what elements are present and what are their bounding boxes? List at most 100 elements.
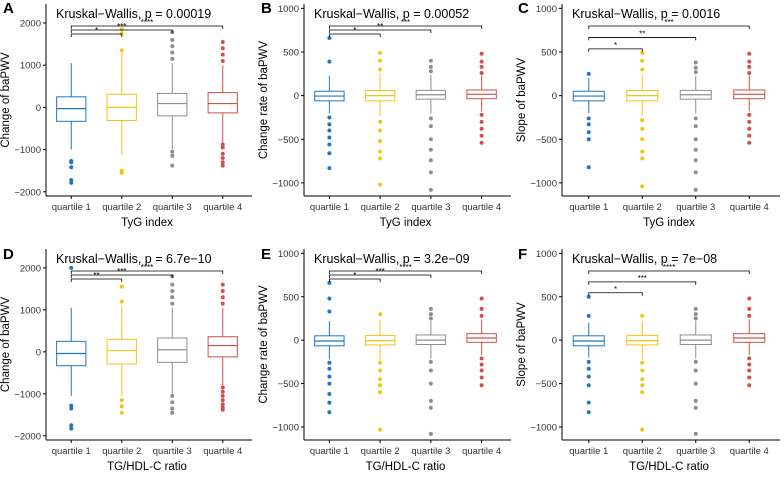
outlier-point xyxy=(378,312,383,317)
chart-panel-c: C −1000 −500 0 500 1000 Slope of baPWV Kruskal−… xyxy=(516,0,780,229)
outlier-point xyxy=(640,383,645,388)
box-2 xyxy=(364,312,396,432)
outlier-point xyxy=(747,126,752,131)
outlier-point xyxy=(693,316,698,321)
outlier-point xyxy=(747,140,752,145)
box-4 xyxy=(466,296,497,388)
panel-label: A xyxy=(3,0,14,17)
box-4 xyxy=(207,39,238,168)
y-tick-label: 1000 xyxy=(20,61,41,72)
outlier-point xyxy=(428,398,433,403)
outlier-point xyxy=(69,426,74,431)
outlier-point xyxy=(428,69,433,74)
outlier-point xyxy=(693,116,698,121)
outlier-point xyxy=(170,149,175,154)
significance-bracket: *** xyxy=(588,18,750,29)
outlier-point xyxy=(747,119,752,124)
box-iqr xyxy=(106,338,137,365)
chart-title: Kruskal−Wallis, p = 3.2e−09 xyxy=(314,252,470,266)
box-3 xyxy=(679,306,712,436)
outlier-point xyxy=(119,404,124,409)
outlier-point xyxy=(428,431,433,436)
outlier-point xyxy=(747,59,752,64)
outlier-point xyxy=(640,390,645,395)
outlier-point xyxy=(747,133,752,138)
significance-bracket: * xyxy=(328,26,381,38)
y-tick-label: −1000 xyxy=(272,178,299,189)
x-tick-label: quartile 2 xyxy=(623,202,662,213)
x-tick-label: quartile 4 xyxy=(730,202,769,213)
outlier-point xyxy=(220,389,225,394)
outlier-point xyxy=(428,381,433,386)
outlier-point xyxy=(327,280,332,285)
x-tick-label: quartile 3 xyxy=(411,446,450,457)
y-tick-label: −2000 xyxy=(14,187,41,198)
significance-label: * xyxy=(614,285,617,294)
x-tick-label: quartile 2 xyxy=(361,202,400,213)
significance-bracket: * xyxy=(588,41,643,52)
outlier-point xyxy=(170,288,175,293)
outlier-point xyxy=(327,296,332,301)
outlier-point xyxy=(640,50,645,55)
outlier-point xyxy=(479,119,484,124)
outlier-point xyxy=(220,142,225,147)
chart-title: Kruskal−Wallis, p = 0.00019 xyxy=(56,7,211,21)
box-4 xyxy=(466,51,497,145)
outlier-point xyxy=(479,296,484,301)
chart-panel-e: E −1000 −500 0 500 1000 Change rate of baPWV Kr… xyxy=(258,246,511,473)
outlier-point xyxy=(586,313,591,318)
outlier-point xyxy=(586,294,591,299)
box-2 xyxy=(364,50,396,187)
outlier-point xyxy=(640,427,645,432)
y-tick-label: 500 xyxy=(541,48,557,59)
outlier-point xyxy=(747,70,752,75)
outlier-point xyxy=(220,163,225,168)
significance-bracket: ** xyxy=(328,22,432,34)
outlier-point xyxy=(693,431,698,436)
y-tick-label: −1000 xyxy=(530,178,557,189)
x-tick-label: quartile 4 xyxy=(203,202,242,213)
outlier-point xyxy=(747,306,752,311)
outlier-point xyxy=(428,170,433,175)
outlier-point xyxy=(69,423,74,428)
outlier-point xyxy=(693,187,698,192)
x-tick-label: quartile 3 xyxy=(676,446,715,457)
significance-bracket: *** xyxy=(328,18,483,29)
y-tick-label: −1000 xyxy=(272,422,299,433)
outlier-point xyxy=(479,112,484,117)
outlier-point xyxy=(170,50,175,55)
box-3 xyxy=(415,58,447,192)
bracket-line xyxy=(588,270,750,274)
outlier-point xyxy=(640,137,645,142)
significance-label: *** xyxy=(375,267,384,276)
significance-bracket: * xyxy=(70,26,123,37)
outlier-point xyxy=(327,360,332,365)
outlier-point xyxy=(378,383,383,388)
y-tick-label: 1000 xyxy=(536,4,557,15)
panel-label: C xyxy=(518,0,529,17)
outlier-point xyxy=(119,398,124,403)
outlier-point xyxy=(479,368,484,373)
outlier-point xyxy=(170,37,175,42)
significance-bracket: **** xyxy=(70,18,224,29)
significance-bracket: *** xyxy=(328,267,432,278)
outlier-point xyxy=(69,265,74,270)
outlier-point xyxy=(586,122,591,127)
y-tick-label: 500 xyxy=(283,292,299,303)
outlier-point xyxy=(220,52,225,57)
outlier-point xyxy=(640,67,645,72)
chart-title: Kruskal−Wallis, p = 7e−08 xyxy=(572,252,717,266)
outlier-point xyxy=(428,187,433,192)
x-tick-label: quartile 4 xyxy=(462,202,501,213)
y-tick-label: −500 xyxy=(536,135,557,146)
outlier-point xyxy=(378,156,383,161)
box-1 xyxy=(56,265,87,431)
outlier-point xyxy=(747,313,752,318)
outlier-point xyxy=(220,398,225,403)
outlier-point xyxy=(586,410,591,415)
significance-label: * xyxy=(614,41,617,50)
x-tick-label: quartile 1 xyxy=(52,202,91,213)
significance-bracket: **** xyxy=(328,263,483,274)
outlier-point xyxy=(747,368,752,373)
outlier-point xyxy=(170,406,175,411)
